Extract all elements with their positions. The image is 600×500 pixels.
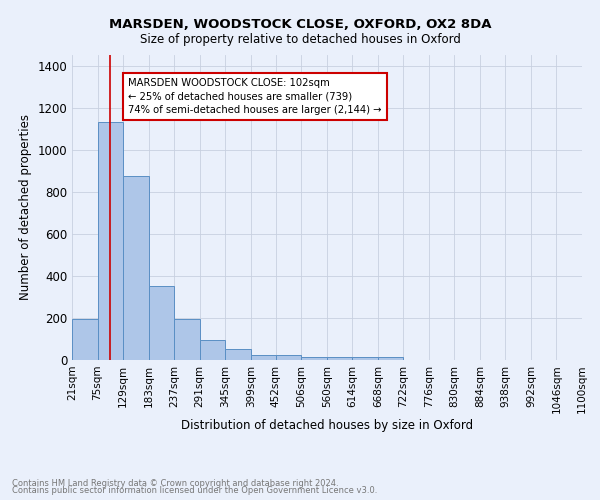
Bar (98, 122, 123, 360)
X-axis label: Distribution of detached houses by size in Oxford: Distribution of detached houses by size … (181, 419, 473, 432)
Bar (352, 358, 378, 360)
Bar (174, 319, 200, 360)
Text: Contains public sector information licensed under the Open Government Licence v3: Contains public sector information licen… (12, 486, 377, 495)
Bar (276, 356, 301, 360)
Bar (251, 356, 276, 360)
Bar (72, 319, 98, 360)
Y-axis label: Number of detached properties: Number of detached properties (19, 114, 32, 300)
Text: MARSDEN, WOODSTOCK CLOSE, OXFORD, OX2 8DA: MARSDEN, WOODSTOCK CLOSE, OXFORD, OX2 8D… (109, 18, 491, 30)
Bar (301, 357, 327, 360)
Bar (149, 286, 174, 360)
Text: Contains HM Land Registry data © Crown copyright and database right 2024.: Contains HM Land Registry data © Crown c… (12, 478, 338, 488)
Bar (123, 176, 149, 360)
Bar (200, 340, 225, 360)
Text: Size of property relative to detached houses in Oxford: Size of property relative to detached ho… (140, 32, 460, 46)
Text: MARSDEN WOODSTOCK CLOSE: 102sqm
← 25% of detached houses are smaller (739)
74% o: MARSDEN WOODSTOCK CLOSE: 102sqm ← 25% of… (128, 78, 382, 114)
Bar (378, 358, 403, 360)
Bar (225, 350, 251, 360)
Bar (327, 357, 352, 360)
